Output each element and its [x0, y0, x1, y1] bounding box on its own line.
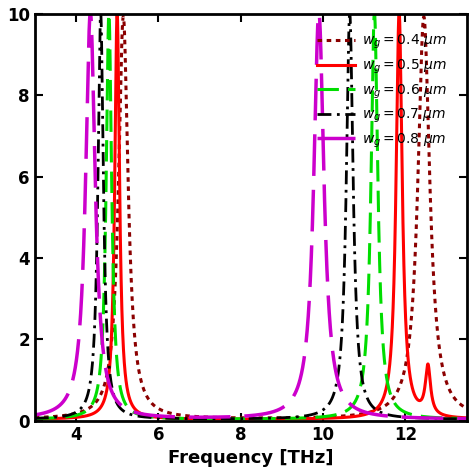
Line: $w_g = 0.6\ \mu m$: $w_g = 0.6\ \mu m$ [35, 14, 467, 419]
$w_g = 0.7\ \mu m$ [307, 412, 312, 418]
$w_g = 0.6\ \mu m$ [353, 398, 358, 404]
$w_g = 0.5\ \mu m$ [464, 415, 470, 421]
$w_g = 0.7\ \mu m$ [375, 408, 381, 414]
$w_g = 0.6\ \mu m$ [464, 416, 470, 421]
Line: $w_g = 0.7\ \mu m$: $w_g = 0.7\ \mu m$ [35, 14, 467, 419]
$w_g = 0.5\ \mu m$ [189, 416, 194, 421]
$w_g = 0.6\ \mu m$ [229, 416, 235, 422]
$w_g = 0.5\ \mu m$ [54, 416, 59, 421]
$w_g = 0.4\ \mu m$ [189, 413, 194, 419]
$w_g = 0.6\ \mu m$ [106, 11, 111, 17]
$w_g = 0.4\ \mu m$ [54, 413, 59, 419]
$w_g = 0.5\ \mu m$ [288, 416, 293, 422]
$w_g = 0.4\ \mu m$ [307, 415, 312, 420]
$w_g = 0.5\ \mu m$ [242, 416, 248, 422]
$w_g = 0.6\ \mu m$ [288, 416, 293, 421]
$w_g = 0.7\ \mu m$ [189, 416, 194, 421]
X-axis label: Frequency [THz]: Frequency [THz] [168, 449, 334, 467]
$w_g = 0.7\ \mu m$ [353, 273, 358, 279]
$w_g = 0.7\ \mu m$ [464, 416, 470, 422]
$w_g = 0.6\ \mu m$ [54, 415, 59, 420]
$w_g = 0.5\ \mu m$ [32, 416, 37, 422]
$w_g = 0.8\ \mu m$ [307, 293, 312, 299]
$w_g = 0.4\ \mu m$ [32, 415, 37, 420]
$w_g = 0.8\ \mu m$ [54, 405, 59, 410]
$w_g = 0.7\ \mu m$ [54, 414, 59, 420]
Line: $w_g = 0.5\ \mu m$: $w_g = 0.5\ \mu m$ [35, 14, 467, 419]
$w_g = 0.8\ \mu m$ [87, 11, 93, 17]
$w_g = 0.8\ \mu m$ [353, 405, 358, 411]
$w_g = 0.6\ \mu m$ [375, 208, 381, 213]
$w_g = 0.7\ \mu m$ [288, 414, 293, 420]
$w_g = 0.8\ \mu m$ [189, 414, 194, 420]
$w_g = 0.5\ \mu m$ [375, 404, 381, 410]
$w_g = 0.6\ \mu m$ [189, 416, 194, 421]
$w_g = 0.4\ \mu m$ [353, 412, 358, 418]
$w_g = 0.7\ \mu m$ [32, 416, 37, 421]
$w_g = 0.8\ \mu m$ [32, 412, 37, 418]
$w_g = 0.8\ \mu m$ [464, 416, 470, 421]
$w_g = 0.6\ \mu m$ [307, 415, 312, 420]
$w_g = 0.4\ \mu m$ [288, 415, 293, 420]
Line: $w_g = 0.8\ \mu m$: $w_g = 0.8\ \mu m$ [35, 14, 467, 419]
$w_g = 0.5\ \mu m$ [307, 416, 312, 421]
$w_g = 0.4\ \mu m$ [260, 415, 265, 421]
$w_g = 0.4\ \mu m$ [375, 407, 381, 412]
$w_g = 0.6\ \mu m$ [32, 416, 37, 421]
$w_g = 0.5\ \mu m$ [353, 413, 358, 419]
$w_g = 0.4\ \mu m$ [120, 14, 126, 19]
Line: $w_g = 0.4\ \mu m$: $w_g = 0.4\ \mu m$ [35, 17, 467, 418]
$w_g = 0.4\ \mu m$ [464, 406, 470, 411]
$w_g = 0.8\ \mu m$ [375, 412, 381, 418]
$w_g = 0.8\ \mu m$ [288, 398, 293, 403]
Legend: $w_g = 0.4\ \mu m$, $w_g = 0.5\ \mu m$, $w_g = 0.6\ \mu m$, $w_g = 0.7\ \mu m$, : $w_g = 0.4\ \mu m$, $w_g = 0.5\ \mu m$, … [312, 29, 451, 154]
$w_g = 0.7\ \mu m$ [98, 11, 103, 17]
$w_g = 0.5\ \mu m$ [114, 11, 120, 17]
